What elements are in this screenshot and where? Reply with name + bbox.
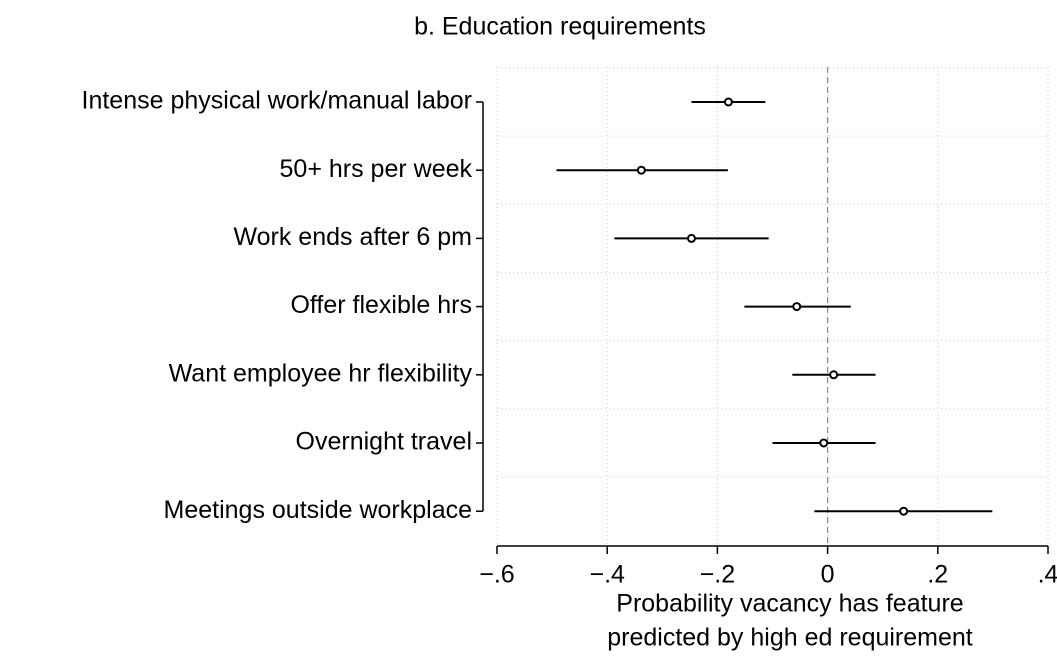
y-tick-label: 50+ hrs per week: [280, 155, 473, 183]
point: [829, 370, 839, 380]
point: [819, 438, 829, 448]
y-tick-label: Overnight travel: [296, 428, 472, 456]
point: [723, 97, 733, 107]
x-tick-label: 0: [821, 561, 835, 589]
x-tick-label: −.2: [700, 561, 735, 589]
x-tick-label: .4: [1038, 561, 1057, 589]
y-tick-label: Offer flexible hrs: [290, 291, 472, 319]
point: [792, 302, 802, 312]
y-tick-label: Want employee hr flexibility: [169, 359, 473, 387]
chart-title: b. Education requirements: [414, 13, 706, 41]
y-tick-label: Work ends after 6 pm: [233, 223, 472, 251]
x-tick-label: .2: [927, 561, 948, 589]
x-axis-label: Probability vacancy has feature: [616, 590, 963, 618]
point: [687, 233, 697, 243]
point: [636, 165, 646, 175]
x-tick-label: −.6: [479, 561, 514, 589]
y-tick-label: Meetings outside workplace: [164, 496, 473, 524]
y-tick-label: Intense physical work/manual labor: [82, 87, 472, 115]
x-tick-label: −.4: [589, 561, 625, 589]
point: [899, 506, 909, 516]
x-axis-label: predicted by high ed requirement: [607, 624, 973, 652]
